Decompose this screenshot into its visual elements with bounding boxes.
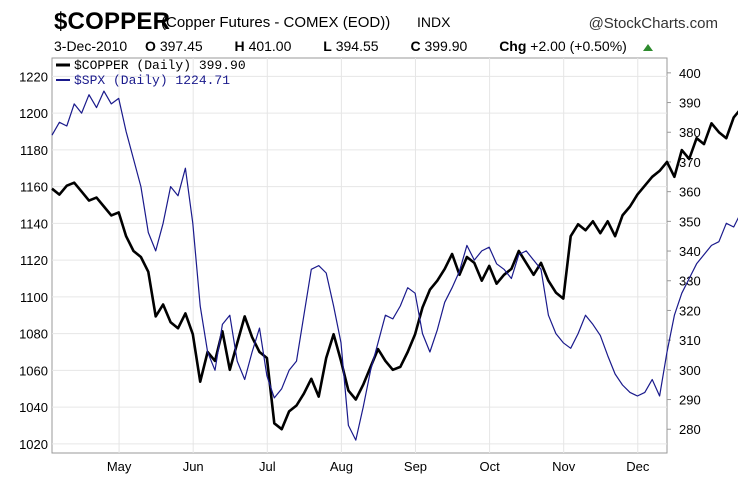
copper-series-line (51, 110, 738, 431)
plot-area (51, 57, 668, 454)
quote-summary: 3-Dec-2010 O 397.45 H 401.00 L 394.55 C … (54, 38, 694, 56)
high-value: 401.00 (248, 38, 292, 54)
x-tick-label: Sep (404, 459, 427, 474)
change-label: Chg (499, 38, 527, 54)
right-tick-label: 400 (679, 66, 701, 81)
symbol-title: $COPPER (54, 8, 171, 35)
left-tick-label: 1220 (19, 69, 48, 84)
left-tick-label: 1060 (19, 363, 48, 378)
left-tick-label: 1160 (20, 180, 48, 195)
right-tick-label: 340 (679, 244, 701, 259)
left-tick-label: 1180 (20, 143, 48, 158)
open-label: O (145, 38, 156, 54)
right-tick-label: 330 (679, 274, 701, 289)
left-tick-label: 1120 (20, 253, 48, 268)
x-tick-label: Nov (552, 459, 576, 474)
quote-high: H 401.00 (235, 38, 306, 54)
right-tick-label: 360 (679, 185, 701, 200)
quote-open: O 397.45 (145, 38, 217, 54)
left-tick-label: 1140 (20, 216, 48, 231)
right-tick-label: 320 (679, 303, 701, 318)
change-value: +2.00 (+0.50%) (530, 38, 627, 54)
x-tick-label: Dec (626, 459, 650, 474)
high-label: H (234, 38, 245, 54)
x-tick-label: Aug (330, 459, 353, 474)
x-tick-label: Jul (259, 459, 276, 474)
quote-low: L 394.55 (323, 38, 392, 54)
up-arrow-icon (642, 43, 653, 51)
right-tick-label: 370 (679, 155, 701, 170)
close-value: 399.90 (424, 38, 468, 54)
low-label: L (323, 38, 332, 54)
left-tick-label: 1040 (19, 400, 48, 415)
right-tick-label: 350 (679, 214, 701, 229)
quote-close: C 399.90 (410, 38, 481, 54)
quote-change: Chg +2.00 (+0.50%) (499, 38, 667, 54)
left-tick-label: 1200 (19, 106, 48, 121)
legend-entry: $COPPER (Daily) 399.90 (74, 58, 246, 73)
right-tick-label: 310 (679, 333, 701, 348)
chart-header: $COPPER (Copper Futures - COMEX (EOD)) I… (0, 8, 738, 36)
right-tick-label: 380 (679, 125, 701, 140)
right-tick-label: 280 (679, 422, 701, 437)
close-label: C (410, 38, 421, 54)
brand-watermark: @StockCharts.com (588, 15, 718, 32)
exchange-label: INDX (417, 14, 451, 30)
spx-series-line (51, 90, 738, 441)
symbol-description: (Copper Futures - COMEX (EOD)) (161, 14, 391, 31)
open-value: 397.45 (159, 38, 203, 54)
right-tick-label: 390 (679, 96, 701, 111)
low-value: 394.55 (335, 38, 379, 54)
right-tick-label: 290 (679, 393, 701, 408)
legend-entry: $SPX (Daily) 1224.71 (74, 73, 230, 88)
quote-date: 3-Dec-2010 (54, 38, 128, 54)
x-tick-label: Oct (479, 459, 500, 474)
left-tick-label: 1080 (19, 327, 48, 342)
x-tick-label: Jun (183, 459, 204, 474)
x-tick-label: May (107, 459, 132, 474)
right-tick-label: 300 (679, 363, 701, 378)
left-tick-label: 1100 (20, 290, 48, 305)
left-tick-label: 1020 (19, 437, 48, 452)
